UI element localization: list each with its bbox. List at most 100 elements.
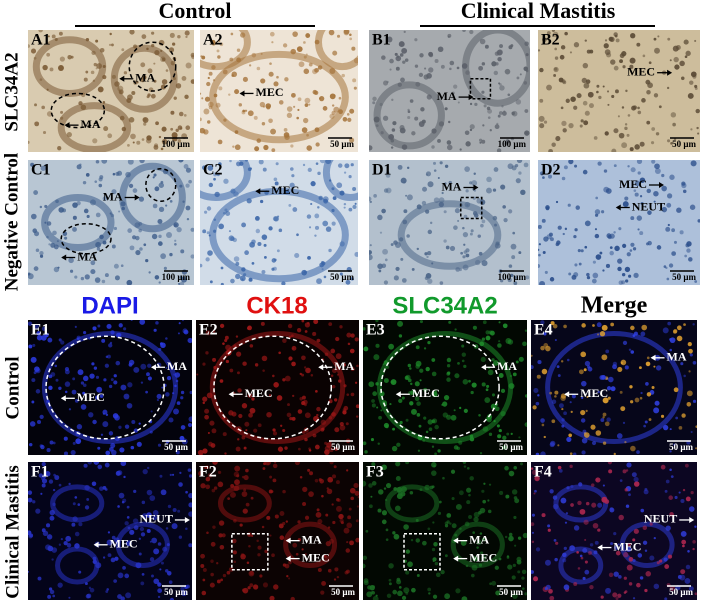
cell xyxy=(692,540,696,544)
cell xyxy=(172,508,177,513)
cell xyxy=(108,43,112,47)
outline xyxy=(145,168,177,202)
cell xyxy=(49,509,55,516)
cell xyxy=(603,43,609,49)
cell xyxy=(482,124,485,127)
cell xyxy=(508,535,514,542)
cell xyxy=(356,364,359,368)
cell xyxy=(501,105,504,108)
cell xyxy=(140,581,145,586)
cell xyxy=(621,51,627,57)
cell xyxy=(594,228,598,231)
cell xyxy=(339,241,345,247)
cell xyxy=(308,62,313,67)
cell xyxy=(47,545,54,552)
cell xyxy=(219,544,225,550)
row-label: Clinical Mastitis xyxy=(2,465,23,599)
cell xyxy=(94,277,101,283)
cell xyxy=(445,245,450,250)
cell xyxy=(619,390,623,394)
scale-bar-label: 100 μm xyxy=(498,272,527,282)
cell xyxy=(236,371,240,375)
cell xyxy=(483,104,487,108)
cell xyxy=(558,468,563,473)
cell xyxy=(131,419,136,424)
cell xyxy=(114,537,120,543)
cell xyxy=(312,89,318,95)
cell xyxy=(400,77,405,83)
cell xyxy=(512,231,516,235)
cell xyxy=(42,530,49,537)
cell xyxy=(672,122,676,127)
cell xyxy=(410,390,415,396)
cell xyxy=(604,421,610,427)
cell xyxy=(48,374,53,379)
cell xyxy=(524,592,527,596)
cell xyxy=(405,462,410,465)
cell xyxy=(604,49,611,55)
cell xyxy=(680,499,685,504)
cell xyxy=(343,527,350,534)
cell xyxy=(513,515,517,520)
cell xyxy=(208,182,214,188)
cell xyxy=(185,35,188,39)
cell xyxy=(212,357,217,362)
cell xyxy=(438,201,444,208)
cell xyxy=(631,472,637,478)
cell xyxy=(66,543,72,548)
cell xyxy=(644,588,648,593)
scale-bar-label: 100 μm xyxy=(162,272,191,282)
cell xyxy=(533,576,539,582)
cell xyxy=(304,515,310,520)
cell xyxy=(117,572,124,579)
cell xyxy=(145,390,148,394)
cell xyxy=(249,344,254,348)
panel-label: A1 xyxy=(31,32,51,49)
cell xyxy=(427,229,433,235)
panel-label: F3 xyxy=(366,464,384,481)
cell xyxy=(202,568,207,573)
cell xyxy=(373,354,380,361)
cell xyxy=(500,279,504,283)
cell xyxy=(669,59,672,62)
annotation: NEUT xyxy=(140,512,173,526)
cell xyxy=(304,412,311,419)
cell xyxy=(353,482,359,489)
cell xyxy=(431,470,437,476)
cell xyxy=(28,570,30,573)
cell xyxy=(242,109,246,113)
cell xyxy=(609,36,615,43)
cell xyxy=(130,320,133,322)
cell xyxy=(52,230,57,236)
cell xyxy=(343,30,350,36)
cell xyxy=(135,562,142,569)
cell xyxy=(578,262,582,266)
cell xyxy=(218,223,225,230)
cell xyxy=(153,173,157,177)
roi-box xyxy=(231,533,269,571)
cell xyxy=(158,234,162,239)
cell xyxy=(401,396,405,400)
arrow-head xyxy=(93,541,99,548)
cell xyxy=(443,210,447,214)
arrow-head xyxy=(285,537,291,544)
cell xyxy=(153,578,160,585)
outline xyxy=(50,92,106,129)
cell xyxy=(622,340,628,346)
cell xyxy=(270,490,274,493)
cell xyxy=(138,422,141,425)
cell xyxy=(460,539,467,546)
channel-header: Merge xyxy=(581,293,648,319)
cell xyxy=(207,473,213,478)
cell xyxy=(570,484,574,489)
cell xyxy=(230,491,236,498)
cell xyxy=(123,327,127,331)
cell xyxy=(401,47,408,54)
cell xyxy=(636,42,641,47)
cell xyxy=(213,177,216,181)
cell xyxy=(319,478,325,484)
cell xyxy=(261,525,265,529)
cell xyxy=(588,551,592,555)
cell xyxy=(602,269,605,272)
cell xyxy=(462,255,466,259)
